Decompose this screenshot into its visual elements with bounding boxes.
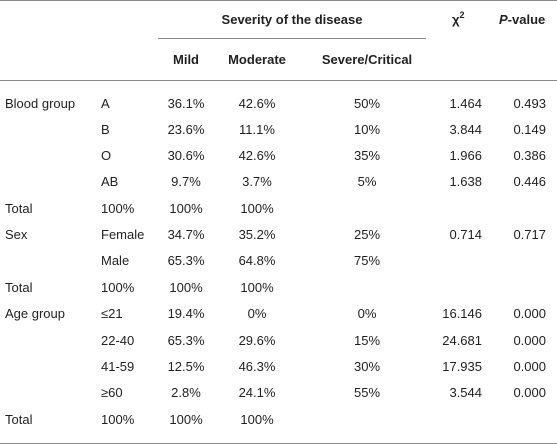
- cell-moderate: 64.8%: [238, 253, 276, 268]
- cell-sub: AB: [101, 174, 119, 189]
- cell-sub: 22-40: [101, 333, 135, 348]
- header-severe: Severe/Critical: [321, 52, 413, 67]
- cell-sub: Male: [101, 253, 130, 268]
- header-p-suffix: -value: [507, 12, 546, 27]
- cell-moderate: 3.7%: [242, 174, 272, 189]
- top-rule: [0, 0, 557, 1]
- cell-moderate: 46.3%: [238, 359, 276, 374]
- cell-mild: 12.5%: [167, 359, 205, 374]
- severity-underline: [158, 38, 426, 39]
- cell-mild: 36.1%: [167, 96, 205, 111]
- cell-sub: 100%: [101, 280, 135, 295]
- header-rule: [0, 80, 557, 81]
- cell-p: 0.000: [513, 333, 546, 348]
- cell-severe: 50%: [353, 96, 381, 111]
- cell-sub: 100%: [101, 201, 135, 216]
- header-chi-superscript: 2: [459, 9, 465, 20]
- cell-moderate: 0%: [247, 306, 267, 321]
- cell-p: 0.493: [513, 96, 546, 111]
- cell-severe: 0%: [357, 306, 377, 321]
- cell-mild: 9.7%: [171, 174, 201, 189]
- cell-group: Total: [5, 280, 33, 295]
- cell-p: 0.000: [513, 359, 546, 374]
- cell-sub: B: [101, 122, 110, 137]
- cell-p: 0.386: [513, 148, 546, 163]
- cell-chi: 1.966: [449, 148, 482, 163]
- header-p-value: P-value: [499, 12, 545, 28]
- cell-severe: 15%: [353, 333, 381, 348]
- cell-p: 0.000: [513, 306, 546, 321]
- cell-sub: A: [101, 96, 110, 111]
- cell-mild: 19.4%: [167, 306, 205, 321]
- header-mild: Mild: [173, 52, 199, 67]
- cell-p: 0.000: [513, 385, 546, 400]
- cell-mild: 65.3%: [167, 253, 205, 268]
- cell-chi: 0.714: [449, 227, 482, 242]
- cell-chi: 3.544: [449, 385, 482, 400]
- cell-chi: 24.681: [442, 333, 482, 348]
- cell-moderate: 24.1%: [238, 385, 276, 400]
- cell-group: Age group: [5, 306, 65, 321]
- cell-severe: 75%: [353, 253, 381, 268]
- cell-mild: 34.7%: [167, 227, 205, 242]
- cell-group: Sex: [5, 227, 28, 242]
- cell-sub: ≥60: [101, 385, 123, 400]
- cell-mild: 65.3%: [167, 333, 205, 348]
- cell-mild: 100%: [169, 201, 203, 216]
- cell-sub: ≤21: [101, 306, 123, 321]
- cell-moderate: 100%: [240, 201, 274, 216]
- cell-p: 0.717: [513, 227, 546, 242]
- cell-severe: 35%: [353, 148, 381, 163]
- cell-moderate: 42.6%: [238, 148, 276, 163]
- cell-mild: 100%: [169, 412, 203, 427]
- cell-severe: 5%: [357, 174, 377, 189]
- header-moderate: Moderate: [228, 52, 286, 67]
- cell-chi: 16.146: [442, 306, 482, 321]
- header-chi-square: χ2: [452, 9, 465, 28]
- cell-p: 0.446: [513, 174, 546, 189]
- cell-severe: 55%: [353, 385, 381, 400]
- cell-sub: O: [101, 148, 112, 163]
- cell-group: Total: [5, 201, 33, 216]
- header-severity: Severity of the disease: [221, 12, 363, 27]
- cell-p: 0.149: [513, 122, 546, 137]
- cell-chi: 3.844: [449, 122, 482, 137]
- header-p-letter: P: [499, 12, 508, 27]
- cell-severe: 10%: [353, 122, 381, 137]
- cell-moderate: 29.6%: [238, 333, 276, 348]
- cell-mild: 2.8%: [171, 385, 201, 400]
- cell-sub: Female: [101, 227, 145, 242]
- cell-moderate: 11.1%: [239, 122, 275, 137]
- cell-severe: 25%: [353, 227, 381, 242]
- cell-severe: 30%: [353, 359, 381, 374]
- cell-moderate: 100%: [240, 412, 274, 427]
- cell-chi: 1.638: [449, 174, 482, 189]
- cell-sub: 100%: [101, 412, 135, 427]
- cell-group: Blood group: [5, 96, 76, 111]
- cell-chi: 1.464: [449, 96, 482, 111]
- cell-mild: 30.6%: [167, 148, 205, 163]
- cell-mild: 23.6%: [167, 122, 205, 137]
- header-chi-symbol: χ: [452, 12, 460, 27]
- cell-group: Total: [5, 412, 33, 427]
- cell-moderate: 35.2%: [238, 227, 276, 242]
- cell-moderate: 42.6%: [238, 96, 276, 111]
- cell-chi: 17.935: [442, 359, 482, 374]
- cell-moderate: 100%: [240, 280, 274, 295]
- cell-mild: 100%: [169, 280, 203, 295]
- cell-sub: 41-59: [101, 359, 135, 374]
